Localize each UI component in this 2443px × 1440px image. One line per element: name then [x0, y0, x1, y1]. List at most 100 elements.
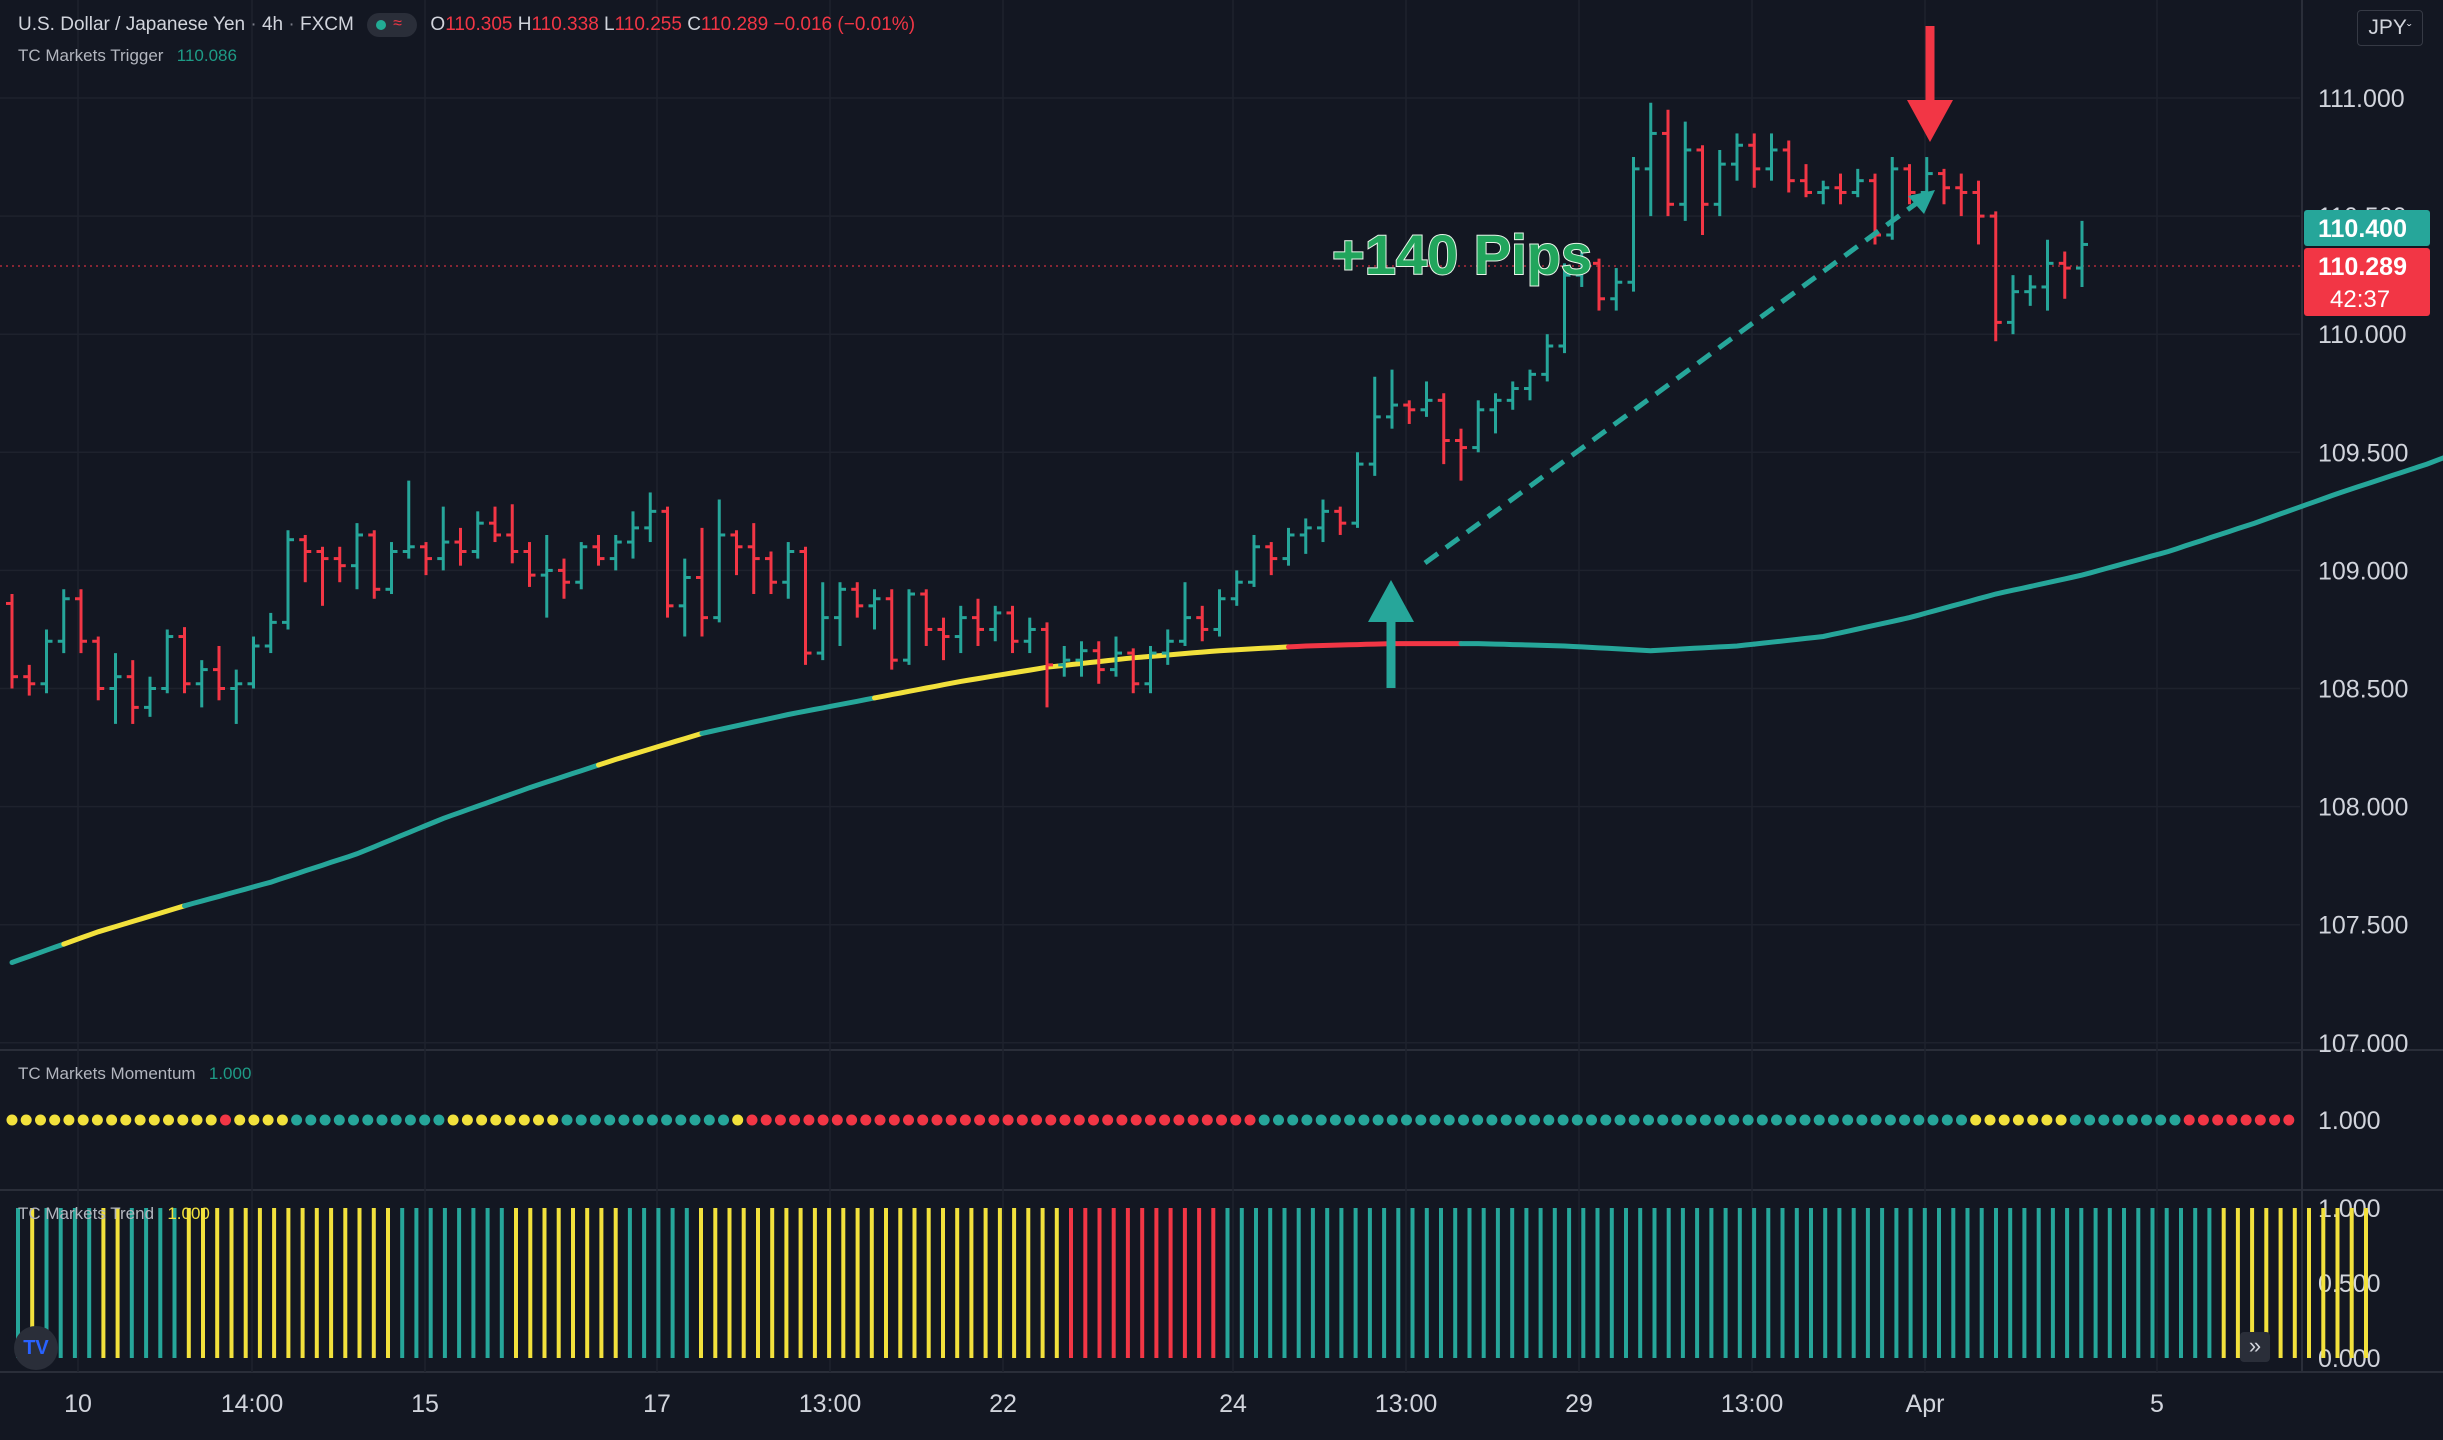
- y-tick-label: 109.000: [2318, 557, 2408, 585]
- momentum-dot: [1913, 1114, 1925, 1126]
- momentum-dot: [177, 1114, 189, 1126]
- momentum-dot: [1415, 1114, 1427, 1126]
- x-tick-label: 22: [989, 1390, 1017, 1418]
- momentum-dot: [1614, 1114, 1626, 1126]
- momentum-indicator-value: 1.000: [208, 1064, 252, 1083]
- tradingview-logo-icon[interactable]: TV: [14, 1326, 58, 1370]
- momentum-dot: [931, 1114, 943, 1126]
- x-tick-label: 5: [2150, 1390, 2164, 1418]
- momentum-dot: [1514, 1114, 1526, 1126]
- momentum-dot: [1557, 1114, 1569, 1126]
- momentum-dot: [2155, 1114, 2167, 1126]
- momentum-indicator-name[interactable]: TC Markets Momentum: [18, 1064, 196, 1083]
- momentum-dot: [1031, 1114, 1043, 1126]
- market-status-icon[interactable]: ≈: [367, 13, 418, 37]
- momentum-legend[interactable]: TC Markets Momentum 1.000: [18, 1063, 251, 1085]
- momentum-dot: [2141, 1114, 2152, 1126]
- trigger-line-segment: [9, 941, 67, 965]
- momentum-dot: [760, 1114, 772, 1126]
- momentum-dot: [2240, 1114, 2252, 1126]
- momentum-dot: [106, 1114, 118, 1126]
- momentum-dot: [2169, 1114, 2181, 1126]
- momentum-dot: [2084, 1114, 2096, 1126]
- countdown-label: 42:37: [2330, 286, 2390, 313]
- momentum-dot: [77, 1114, 89, 1126]
- momentum-dot: [689, 1114, 701, 1126]
- momentum-dot: [988, 1114, 1000, 1126]
- momentum-dot: [1386, 1114, 1398, 1126]
- momentum-dot: [1273, 1114, 1284, 1126]
- trend-y-tick: 0.000: [2318, 1345, 2381, 1373]
- momentum-dot: [1884, 1114, 1896, 1126]
- momentum-dot: [2126, 1114, 2138, 1126]
- momentum-dot: [1827, 1114, 1839, 1126]
- trigger-indicator-name[interactable]: TC Markets Trigger: [18, 46, 164, 65]
- close-value: 110.289: [700, 14, 769, 36]
- trend-indicator-name[interactable]: TC Markets Trend: [18, 1204, 155, 1223]
- momentum-dot: [1970, 1114, 1982, 1126]
- momentum-dot: [134, 1114, 146, 1126]
- momentum-dot: [1657, 1114, 1669, 1126]
- high-value: 110.338: [531, 14, 599, 36]
- momentum-dot: [561, 1114, 573, 1126]
- momentum-dot: [476, 1114, 488, 1126]
- momentum-dot: [1728, 1114, 1740, 1126]
- momentum-dot: [1344, 1114, 1356, 1126]
- momentum-dot: [1216, 1114, 1227, 1126]
- momentum-dot: [2112, 1114, 2124, 1126]
- momentum-dot: [1301, 1114, 1313, 1126]
- pips-annotation: +140 Pips: [1332, 223, 1592, 286]
- y-tick-label: 107.500: [2318, 912, 2408, 940]
- momentum-dot: [1699, 1114, 1711, 1126]
- symbol-name[interactable]: U.S. Dollar / Japanese Yen: [18, 14, 246, 36]
- momentum-dot: [49, 1114, 61, 1126]
- trigger-indicator-value: 110.086: [176, 46, 237, 65]
- trigger-legend[interactable]: TC Markets Trigger 110.086: [18, 45, 237, 67]
- trigger-line-segment: [61, 903, 187, 947]
- momentum-dot: [1685, 1114, 1697, 1126]
- currency-label: JPY: [2368, 16, 2407, 39]
- momentum-dot: [1799, 1114, 1811, 1126]
- currency-button[interactable]: JPYˇ: [2357, 10, 2423, 46]
- momentum-dot: [2254, 1114, 2266, 1126]
- momentum-dot: [803, 1114, 815, 1126]
- momentum-dot: [1956, 1114, 1967, 1126]
- trigger-line-segment: [596, 730, 705, 768]
- momentum-y-tick: 1.000: [2318, 1107, 2381, 1135]
- momentum-dot: [447, 1114, 459, 1126]
- momentum-dot: [1785, 1114, 1797, 1126]
- momentum-dot: [461, 1114, 473, 1126]
- momentum-dot: [2027, 1114, 2039, 1126]
- momentum-dot: [1329, 1114, 1341, 1126]
- scroll-to-realtime-icon[interactable]: »: [2240, 1332, 2270, 1362]
- momentum-dot: [1813, 1114, 1825, 1126]
- momentum-dot: [860, 1114, 872, 1126]
- momentum-dot: [1244, 1114, 1256, 1126]
- open-value: 110.305: [445, 14, 513, 36]
- trigger-line-segment: [699, 695, 877, 736]
- momentum-dot: [1870, 1114, 1882, 1126]
- momentum-dot: [518, 1114, 530, 1126]
- momentum-dot: [1543, 1114, 1555, 1126]
- trend-y-tick: 1.000: [2318, 1195, 2381, 1223]
- momentum-dot: [1529, 1114, 1541, 1126]
- currency-caret: ˇ: [2406, 21, 2412, 37]
- momentum-dot: [746, 1114, 758, 1126]
- symbol-legend[interactable]: U.S. Dollar / Japanese Yen · 4h · FXCM ≈…: [18, 13, 916, 37]
- momentum-dot: [589, 1114, 601, 1126]
- momentum-dot: [917, 1114, 929, 1126]
- momentum-dot: [903, 1114, 914, 1126]
- momentum-dot: [2012, 1114, 2024, 1126]
- momentum-dot: [959, 1114, 971, 1126]
- momentum-dot: [1130, 1114, 1142, 1126]
- momentum-dot: [120, 1114, 132, 1126]
- momentum-dot: [1600, 1114, 1612, 1126]
- trend-y-tick: 0.500: [2318, 1270, 2381, 1298]
- trigger-line-segment: [1751, 455, 2443, 647]
- trend-legend[interactable]: TC Markets Trend 1.000: [18, 1203, 210, 1225]
- trigger-line-segment: [182, 762, 601, 909]
- change-value: −0.016 (−0.01%): [773, 14, 916, 36]
- momentum-dot: [319, 1114, 331, 1126]
